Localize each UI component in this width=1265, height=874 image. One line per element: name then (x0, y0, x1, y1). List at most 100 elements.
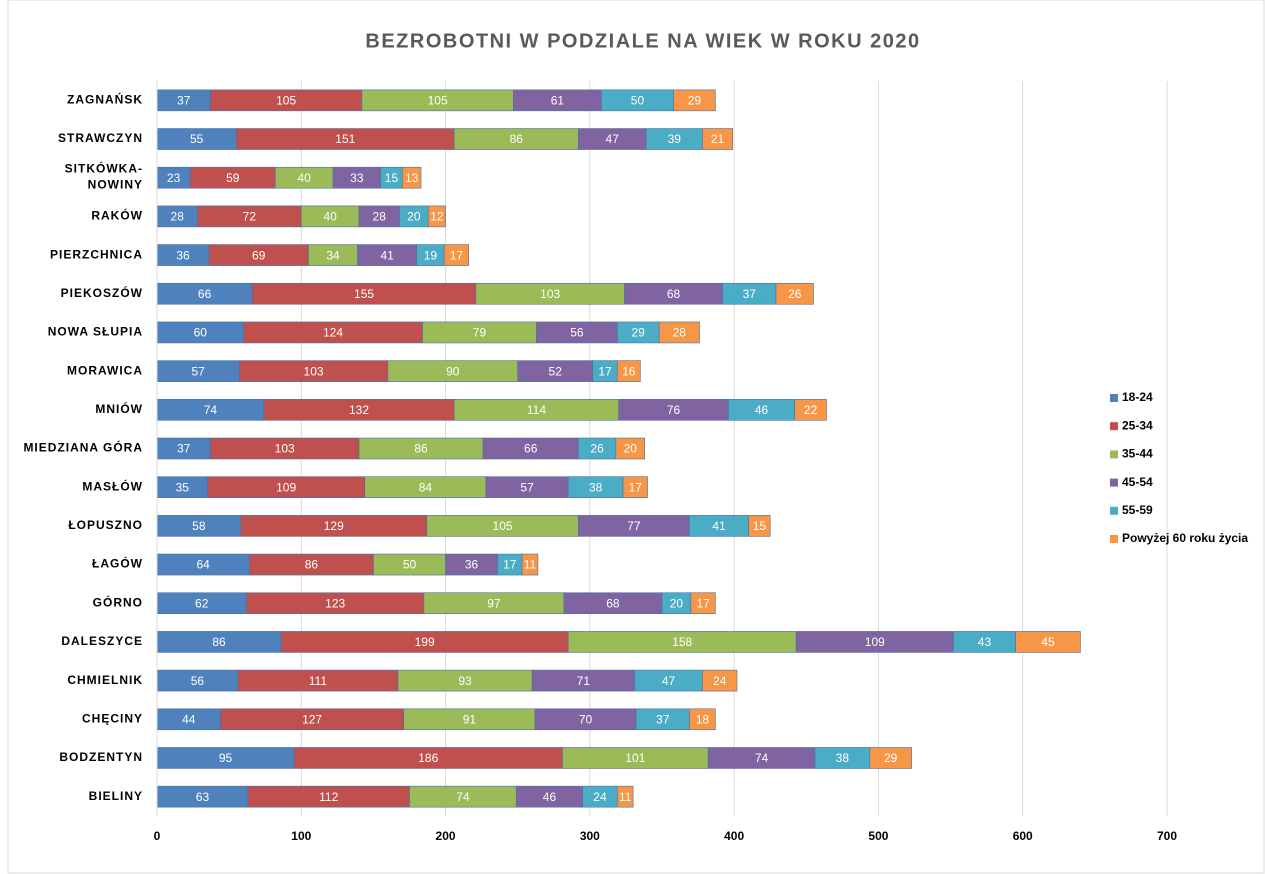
legend-label: 25-34 (1122, 418, 1153, 432)
data-label: 86 (510, 132, 524, 146)
x-tick-label: 0 (154, 829, 161, 843)
legend-swatch (1110, 478, 1118, 487)
data-label: 37 (177, 442, 191, 456)
y-tick-label: MORAWICA (67, 363, 143, 377)
data-label: 56 (570, 326, 584, 340)
data-label: 34 (326, 248, 340, 262)
data-label: 68 (667, 287, 681, 301)
bar-segment (622, 476, 648, 498)
bar-segment (689, 708, 716, 731)
x-tick-label: 600 (1013, 829, 1033, 843)
y-tick-label: RAKÓW (91, 208, 143, 223)
data-label: 90 (446, 364, 460, 378)
data-label: 37 (656, 712, 670, 726)
data-label: 39 (668, 132, 682, 146)
data-label: 59 (226, 171, 240, 185)
data-label: 74 (204, 403, 218, 417)
bar-segment (869, 747, 912, 769)
legend-swatch (1110, 394, 1118, 402)
data-label: 105 (276, 94, 296, 108)
x-tick-label: 300 (580, 829, 600, 843)
y-tick-label: STRAWCZYN (58, 131, 143, 145)
data-label: 43 (978, 635, 992, 649)
data-label: 77 (627, 519, 641, 533)
y-tick-label: ŁOPUSZNO (68, 518, 143, 532)
data-label: 186 (418, 751, 438, 765)
y-tick-label: CHMIELNIK (67, 673, 143, 687)
bar-segment (658, 321, 700, 344)
data-label: 35 (176, 480, 190, 494)
data-label: 38 (836, 751, 850, 765)
data-label: 62 (195, 596, 209, 610)
data-label: 127 (302, 712, 322, 726)
data-label: 22 (804, 403, 818, 417)
bar-segment (616, 785, 634, 808)
data-label: 28 (673, 326, 687, 340)
data-label: 101 (625, 751, 645, 765)
legend-label: 45-54 (1122, 475, 1153, 489)
data-label: 47 (606, 132, 620, 146)
y-tick-label: PIERZCHNICA (50, 247, 143, 261)
data-label: 37 (743, 287, 757, 301)
data-label: 103 (304, 364, 324, 378)
data-label: 17 (450, 248, 464, 262)
data-label: 11 (524, 558, 537, 572)
data-label: 29 (884, 751, 898, 765)
data-label: 24 (713, 674, 727, 688)
bar-segment (702, 128, 734, 150)
data-label: 71 (577, 674, 591, 688)
data-label: 56 (191, 674, 205, 688)
bar-segment (702, 669, 738, 692)
data-label: 12 (430, 210, 444, 224)
data-label: 69 (252, 248, 266, 262)
y-tick-label: PIEKOSZÓW (61, 285, 143, 300)
bar-segment (1015, 631, 1081, 653)
data-label: 105 (493, 519, 513, 533)
data-label: 58 (192, 519, 206, 533)
bar-segment (794, 399, 827, 421)
data-label: 23 (167, 171, 181, 185)
data-label: 52 (549, 364, 563, 378)
x-tick-label: 400 (724, 829, 744, 843)
y-tick-label: BODZENTYN (59, 750, 143, 764)
data-label: 41 (712, 519, 726, 533)
data-label: 33 (350, 171, 364, 185)
data-label: 29 (688, 94, 702, 108)
data-label: 68 (606, 596, 620, 610)
y-tick-label: CHĘCINY (82, 711, 143, 725)
data-label: 50 (631, 94, 645, 108)
data-label: 40 (297, 171, 311, 185)
data-label: 40 (323, 210, 337, 224)
data-label: 26 (590, 442, 604, 456)
data-label: 17 (598, 364, 612, 378)
data-label: 112 (319, 790, 338, 804)
data-label: 70 (579, 712, 593, 726)
data-label: 47 (662, 674, 676, 688)
data-label: 199 (415, 635, 435, 649)
data-label: 11 (619, 790, 632, 804)
y-tick-label: MNIÓW (95, 401, 143, 416)
data-label: 97 (487, 596, 501, 610)
data-label: 44 (182, 712, 196, 726)
data-label: 84 (419, 480, 433, 494)
data-label: 57 (191, 364, 205, 378)
y-tick-label: ŁAGÓW (92, 556, 143, 571)
bar-segment (615, 437, 645, 460)
data-label: 129 (324, 519, 344, 533)
x-tick-label: 700 (1157, 829, 1177, 843)
y-tick-label: BIELINY (89, 789, 143, 803)
data-label: 74 (456, 790, 470, 804)
data-label: 111 (309, 674, 328, 688)
data-label: 36 (176, 248, 190, 262)
data-label: 123 (325, 596, 345, 610)
x-tick-label: 500 (868, 829, 888, 843)
data-label: 124 (323, 326, 343, 340)
data-label: 36 (465, 558, 479, 572)
data-label: 66 (198, 287, 212, 301)
y-tick-label: GÓRNO (93, 594, 143, 609)
data-label: 103 (275, 442, 295, 456)
legend-swatch (1110, 422, 1118, 431)
data-label: 95 (219, 751, 233, 765)
data-label: 37 (177, 94, 191, 108)
data-label: 91 (463, 712, 477, 726)
